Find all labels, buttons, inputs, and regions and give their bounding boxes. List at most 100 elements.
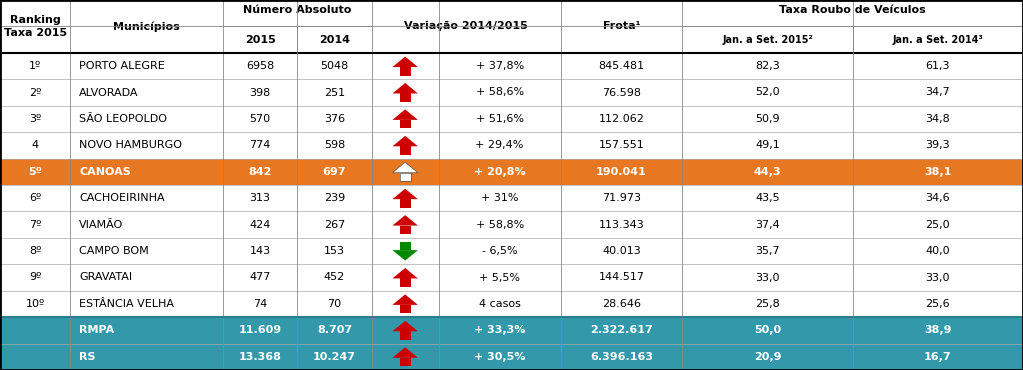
Text: + 58,8%: + 58,8%	[476, 220, 524, 230]
Bar	[0, 106, 1023, 132]
Text: 452: 452	[324, 272, 345, 283]
Text: 190.041: 190.041	[596, 167, 647, 177]
Text: 35,7: 35,7	[755, 246, 780, 256]
Text: PORTO ALEGRE: PORTO ALEGRE	[80, 61, 165, 71]
Text: 37,4: 37,4	[755, 220, 780, 230]
Text: 38,1: 38,1	[924, 167, 951, 177]
Text: 4 casos: 4 casos	[479, 299, 521, 309]
Polygon shape	[393, 347, 418, 358]
Text: RMPA: RMPA	[80, 325, 115, 335]
Text: RS: RS	[80, 352, 96, 362]
Text: Frota¹: Frota¹	[603, 21, 640, 31]
Text: 251: 251	[324, 87, 345, 98]
Text: 153: 153	[324, 246, 345, 256]
Text: 112.062: 112.062	[598, 114, 644, 124]
Text: 52,0: 52,0	[755, 87, 780, 98]
Text: 34,7: 34,7	[926, 87, 950, 98]
Text: 598: 598	[324, 140, 345, 150]
Text: 2014: 2014	[319, 35, 350, 45]
Text: + 58,6%: + 58,6%	[476, 87, 524, 98]
Bar	[0, 159, 1023, 185]
Polygon shape	[393, 215, 418, 226]
Text: - 6,5%: - 6,5%	[482, 246, 518, 256]
Bar	[0, 79, 1023, 106]
Text: 82,3: 82,3	[755, 61, 780, 71]
Bar	[0, 344, 1023, 370]
Text: 8º: 8º	[29, 246, 41, 256]
Text: 70: 70	[327, 299, 342, 309]
Text: CACHOEIRINHA: CACHOEIRINHA	[80, 193, 165, 203]
Bar	[0, 0, 1023, 53]
Text: 71.973: 71.973	[602, 193, 641, 203]
Text: + 30,5%: + 30,5%	[474, 352, 526, 362]
Text: CANOAS: CANOAS	[80, 167, 131, 177]
Text: 34,8: 34,8	[926, 114, 950, 124]
Text: 845.481: 845.481	[598, 61, 644, 71]
Polygon shape	[400, 331, 410, 340]
Text: 5048: 5048	[320, 61, 349, 71]
Polygon shape	[393, 162, 418, 173]
Text: 10º: 10º	[26, 299, 45, 309]
Text: 76.598: 76.598	[602, 87, 641, 98]
Bar	[0, 132, 1023, 159]
Text: 2.322.617: 2.322.617	[590, 325, 653, 335]
Text: 143: 143	[250, 246, 271, 256]
Text: 61,3: 61,3	[926, 61, 950, 71]
Bar	[0, 238, 1023, 264]
Text: 28.646: 28.646	[602, 299, 641, 309]
Text: Ranking
Taxa 2015: Ranking Taxa 2015	[3, 15, 66, 38]
Text: 2015: 2015	[244, 35, 275, 45]
Text: 1º: 1º	[29, 61, 41, 71]
Text: 34,6: 34,6	[926, 193, 950, 203]
Text: Taxa Roubo de Veículos: Taxa Roubo de Veículos	[780, 5, 926, 15]
Text: CAMPO BOM: CAMPO BOM	[80, 246, 149, 256]
Text: + 37,8%: + 37,8%	[476, 61, 524, 71]
Text: 38,9: 38,9	[924, 325, 951, 335]
Polygon shape	[400, 242, 410, 250]
Text: 6958: 6958	[246, 61, 274, 71]
Text: ESTÂNCIA VELHA: ESTÂNCIA VELHA	[80, 299, 174, 309]
Polygon shape	[393, 268, 418, 279]
Text: 16,7: 16,7	[924, 352, 951, 362]
Polygon shape	[393, 321, 418, 331]
Polygon shape	[393, 57, 418, 67]
Polygon shape	[393, 295, 418, 305]
Text: 3º: 3º	[29, 114, 41, 124]
Bar	[0, 211, 1023, 238]
Polygon shape	[400, 305, 410, 313]
Text: 44,3: 44,3	[754, 167, 782, 177]
Polygon shape	[393, 110, 418, 120]
Text: 10.247: 10.247	[313, 352, 356, 362]
Text: + 29,4%: + 29,4%	[476, 140, 524, 150]
Text: 50,9: 50,9	[755, 114, 780, 124]
Text: 424: 424	[250, 220, 271, 230]
Text: + 51,6%: + 51,6%	[476, 114, 524, 124]
Text: 7º: 7º	[29, 220, 41, 230]
Text: VIAMÃO: VIAMÃO	[80, 220, 124, 230]
Text: 697: 697	[322, 167, 346, 177]
Text: 4: 4	[32, 140, 39, 150]
Text: 9º: 9º	[29, 272, 41, 283]
Bar	[0, 53, 1023, 79]
Text: 376: 376	[324, 114, 345, 124]
Text: 20,9: 20,9	[754, 352, 782, 362]
Text: ALVORADA: ALVORADA	[80, 87, 139, 98]
Text: 13.368: 13.368	[238, 352, 281, 362]
Text: 74: 74	[253, 299, 267, 309]
Text: NOVO HAMBURGO: NOVO HAMBURGO	[80, 140, 182, 150]
Polygon shape	[393, 189, 418, 199]
Polygon shape	[400, 226, 410, 234]
Text: 267: 267	[324, 220, 345, 230]
Text: + 33,3%: + 33,3%	[474, 325, 526, 335]
Text: 25,8: 25,8	[755, 299, 780, 309]
Polygon shape	[400, 358, 410, 366]
Text: 774: 774	[250, 140, 271, 150]
Polygon shape	[400, 67, 410, 75]
Text: 144.517: 144.517	[598, 272, 644, 283]
Text: 113.343: 113.343	[598, 220, 644, 230]
Text: 25,0: 25,0	[926, 220, 950, 230]
Text: SÃO LEOPOLDO: SÃO LEOPOLDO	[80, 114, 168, 124]
Text: 842: 842	[249, 167, 272, 177]
Text: 11.609: 11.609	[238, 325, 281, 335]
Text: 570: 570	[250, 114, 271, 124]
